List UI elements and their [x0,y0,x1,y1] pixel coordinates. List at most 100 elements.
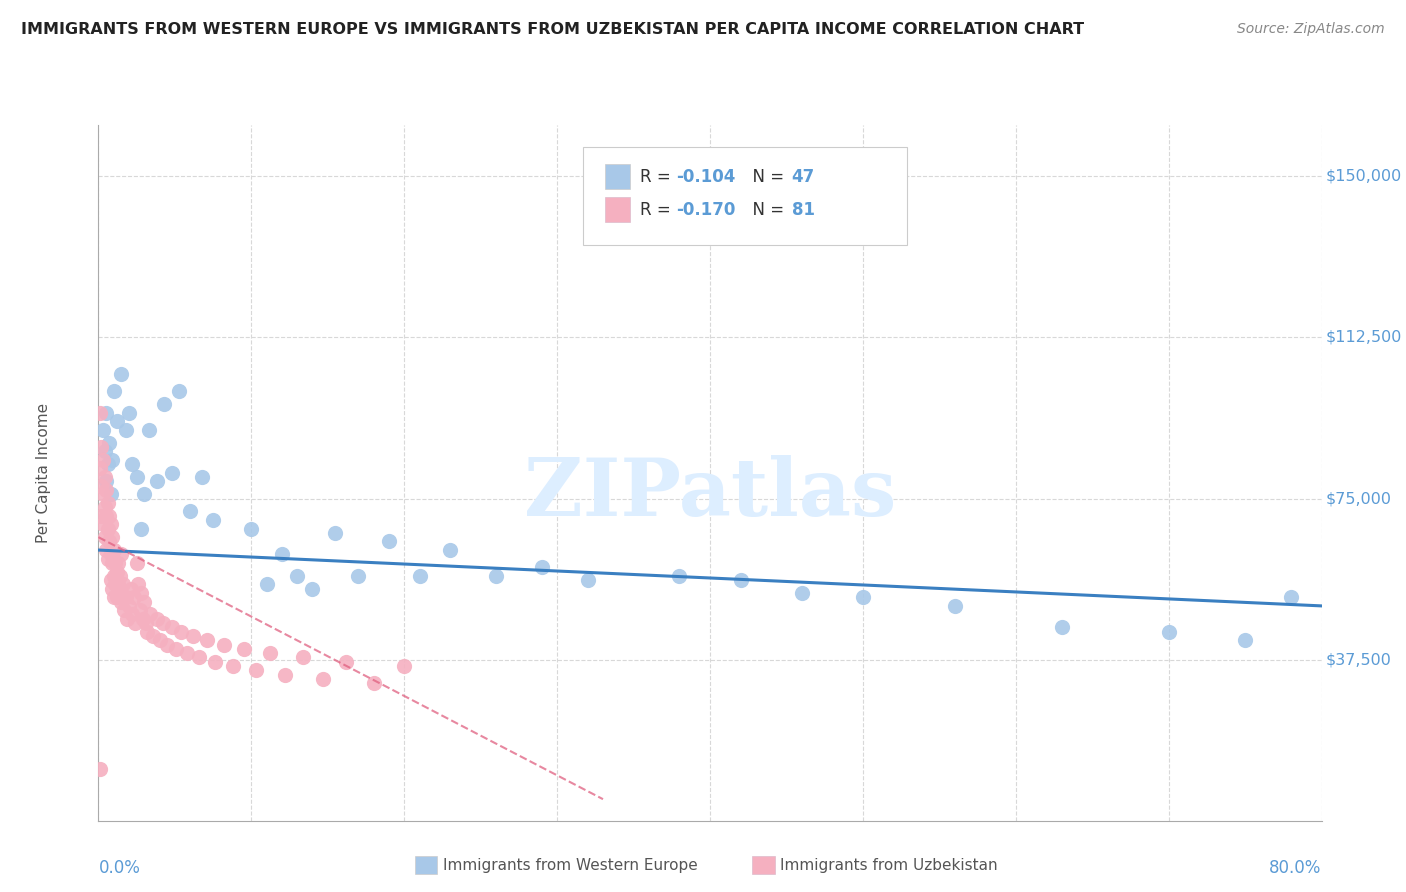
Point [121,607,143,622]
Point [408,569,430,583]
Point [104,577,127,591]
Point [97,551,120,566]
Point [240,522,263,536]
Point [111,577,134,591]
Text: $150,000: $150,000 [1326,169,1402,184]
Point [120,582,142,596]
Text: IMMIGRANTS FROM WESTERN EUROPE VS IMMIGRANTS FROM UZBEKISTAN PER CAPITA INCOME C: IMMIGRANTS FROM WESTERN EUROPE VS IMMIGR… [21,22,1084,37]
Point [90,478,112,492]
Point [115,423,138,437]
Point [90,508,112,523]
Point [107,577,129,591]
Point [107,556,129,570]
Point [363,676,385,690]
Text: N =: N = [742,201,790,219]
Text: Source: ZipAtlas.com: Source: ZipAtlas.com [1237,22,1385,37]
Point [222,659,245,673]
Point [103,543,125,558]
Point [212,638,235,652]
Point [181,629,204,643]
Text: $37,500: $37,500 [1326,652,1391,667]
Point [378,534,401,549]
Point [156,638,179,652]
Point [94,406,117,420]
Point [103,384,125,399]
Point [94,475,117,489]
Text: 0.0%: 0.0% [98,859,141,877]
Point [128,603,150,617]
Point [101,582,124,596]
Point [274,667,297,681]
Point [89,762,111,776]
Point [100,547,122,561]
Point [97,496,120,510]
Point [852,591,875,605]
Point [1279,591,1302,605]
Point [576,573,599,587]
Text: R =: R = [640,168,676,186]
Point [145,475,167,489]
Point [149,633,172,648]
Point [1234,633,1257,648]
Point [101,556,124,570]
Point [285,569,308,583]
Point [91,487,114,501]
Point [790,586,813,600]
Point [125,470,148,484]
Point [93,444,115,458]
Text: N =: N = [742,168,790,186]
Point [530,560,553,574]
Text: Immigrants from Western Europe: Immigrants from Western Europe [443,858,697,872]
Point [115,591,138,605]
Point [110,367,132,381]
Point [91,517,114,532]
Point [145,612,167,626]
Point [93,530,115,544]
Point [124,616,146,631]
Point [98,435,121,450]
Point [169,384,191,399]
Point [98,534,121,549]
Point [103,591,125,605]
Point [89,461,111,475]
Point [108,569,131,583]
Point [152,616,174,631]
Point [97,522,120,536]
Point [103,569,125,583]
Point [202,513,225,527]
Point [176,646,198,660]
Text: $112,500: $112,500 [1326,330,1402,345]
Point [100,573,122,587]
Text: 81: 81 [792,201,814,219]
Point [204,655,226,669]
Point [122,591,145,605]
Point [392,659,416,673]
Point [136,624,159,639]
Point [943,599,966,613]
Text: $75,000: $75,000 [1326,491,1392,506]
Point [132,612,155,626]
Text: 80.0%: 80.0% [1270,859,1322,877]
Point [108,586,131,600]
Point [160,620,183,634]
Point [129,586,152,600]
Point [118,599,141,613]
Point [142,629,165,643]
Point [93,500,115,515]
Point [98,508,121,523]
Text: Per Capita Income: Per Capita Income [37,402,51,543]
Point [347,569,370,583]
Point [439,543,461,558]
Point [730,573,752,587]
Point [105,591,128,605]
Point [195,633,218,648]
Point [139,607,162,622]
Point [91,453,114,467]
Point [256,577,278,591]
Point [117,612,139,626]
Text: -0.170: -0.170 [676,201,735,219]
Point [101,530,124,544]
Point [94,508,117,523]
Text: 47: 47 [792,168,815,186]
Point [170,624,193,639]
